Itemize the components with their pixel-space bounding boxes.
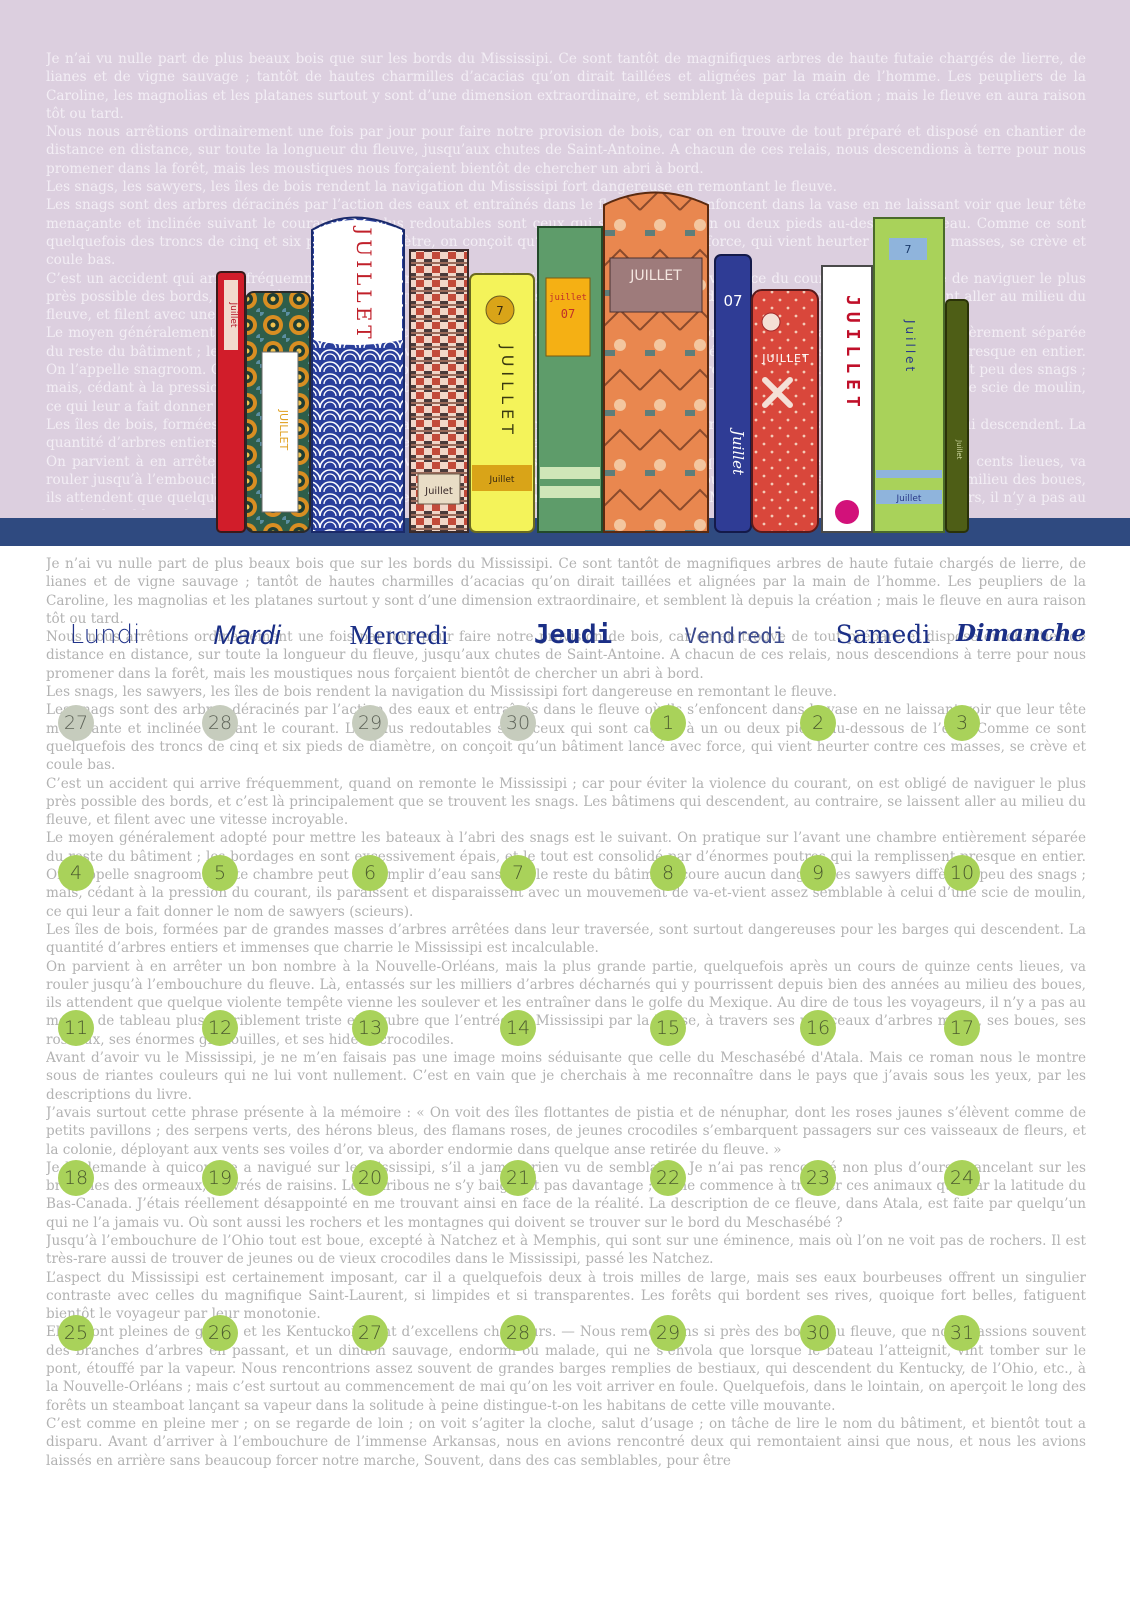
- book-orange-label: JUILLET: [629, 268, 682, 284]
- book-white: JUILLET: [821, 265, 873, 533]
- text-paragraph: Avant d’avoir vu le Mississipi, je ne m’…: [46, 1050, 1086, 1103]
- book-olive-title: Juillet: [955, 439, 963, 460]
- book-lime-num: 7: [905, 243, 912, 256]
- day-8[interactable]: 8: [650, 855, 686, 891]
- day-4[interactable]: 4: [58, 855, 94, 891]
- book-yellow: 7 JUILLET Juillet: [469, 273, 535, 533]
- text-paragraph: Les snags sont des arbres déracinés par …: [46, 197, 1086, 269]
- book-navy-title: Juillet: [729, 427, 747, 476]
- text-paragraph: Les îles de bois, formées par de grandes…: [46, 921, 1086, 957]
- day-26[interactable]: 26: [202, 1315, 238, 1351]
- book-yellow-number: 7: [496, 304, 504, 318]
- day-10[interactable]: 10: [944, 855, 980, 891]
- weekday-jeudi: Jeudi: [533, 620, 613, 650]
- text-paragraph: Les snags, les sawyers, les îles de bois…: [46, 684, 837, 701]
- book-checkered-title: Juillet: [424, 486, 453, 497]
- book-checkered: Juillet: [409, 249, 469, 533]
- book-lime-title: Juillet: [903, 319, 917, 374]
- weekday-dimanche: Dimanche: [955, 620, 1086, 647]
- text-paragraph: Les snags, les sawyers, les îles de bois…: [46, 179, 837, 196]
- day-31[interactable]: 31: [944, 1315, 980, 1351]
- day-5[interactable]: 5: [202, 855, 238, 891]
- day-19[interactable]: 19: [202, 1160, 238, 1196]
- book-african-print: JUILLET: [245, 291, 311, 533]
- day-previous-month[interactable]: 29: [352, 705, 388, 741]
- book-green: juillet 07: [537, 226, 603, 533]
- book-illustration: Juillet JUILLET JUILLET Juillet 7 JUILLE…: [216, 191, 969, 533]
- book-white-title: JUILLET: [842, 295, 863, 413]
- weekday-header: Lundi Mardi Mercredi Jeudi Vendredi Same…: [0, 620, 1130, 660]
- day-previous-month[interactable]: 30: [500, 705, 536, 741]
- book-red: Juillet: [216, 271, 246, 533]
- day-22[interactable]: 22: [650, 1160, 686, 1196]
- weekday-lundi: Lundi: [69, 620, 141, 650]
- book-navy-num: 07: [723, 292, 742, 310]
- book-yellow-foot: Juillet: [489, 475, 515, 485]
- book-navy: 07 Juillet: [714, 254, 752, 533]
- day-17[interactable]: 17: [944, 1010, 980, 1046]
- day-14[interactable]: 14: [500, 1010, 536, 1046]
- book-red-title: Juillet: [228, 302, 238, 328]
- text-paragraph: Je n’ai vu nulle part de plus beaux bois…: [46, 51, 1086, 122]
- day-7[interactable]: 7: [500, 855, 536, 891]
- book-orange-deco: JUILLET: [603, 191, 709, 533]
- day-12[interactable]: 12: [202, 1010, 238, 1046]
- day-28[interactable]: 28: [500, 1315, 536, 1351]
- day-previous-month[interactable]: 27: [58, 705, 94, 741]
- book-yellow-title: JUILLET: [498, 344, 517, 439]
- book-olive: Juillet: [945, 299, 969, 533]
- text-paragraph: C’est un accident qui arrive fréquemment…: [46, 775, 1086, 829]
- day-27[interactable]: 27: [352, 1315, 388, 1351]
- text-paragraph: L’aspect du Mississipi est certainement …: [46, 1269, 1086, 1323]
- day-11[interactable]: 11: [58, 1010, 94, 1046]
- day-6[interactable]: 6: [352, 855, 388, 891]
- weekday-mardi: Mardi: [213, 620, 281, 650]
- book-lime: 7 Juillet Juillet: [873, 217, 945, 533]
- day-16[interactable]: 16: [800, 1010, 836, 1046]
- text-paragraph: Nous nous arrêtions ordinairement une fo…: [46, 124, 1086, 177]
- book-blue-waves-title: JUILLET: [352, 225, 376, 342]
- day-previous-month[interactable]: 28: [202, 705, 238, 741]
- text-paragraph: Nous nous arrêtions ordinairement une fo…: [46, 629, 1086, 682]
- book-red-floral: JUILLET: [751, 289, 819, 533]
- day-9[interactable]: 9: [800, 855, 836, 891]
- book-green-label-top: juillet: [549, 293, 587, 303]
- weekday-samedi: Samedi: [835, 620, 931, 649]
- weekday-vendredi: Vendredi: [684, 624, 786, 648]
- day-18[interactable]: 18: [58, 1160, 94, 1196]
- day-29[interactable]: 29: [650, 1315, 686, 1351]
- day-30[interactable]: 30: [800, 1315, 836, 1351]
- day-2[interactable]: 2: [800, 705, 836, 741]
- text-paragraph: J’avais surtout cette phrase présente à …: [46, 1104, 1086, 1158]
- day-24[interactable]: 24: [944, 1160, 980, 1196]
- day-25[interactable]: 25: [58, 1315, 94, 1351]
- text-paragraph: Je n’ai vu nulle part de plus beaux bois…: [46, 556, 1086, 627]
- day-23[interactable]: 23: [800, 1160, 836, 1196]
- book-african-title: JUILLET: [277, 409, 290, 451]
- book-blue-waves: JUILLET: [311, 216, 405, 533]
- text-paragraph: C’est comme en pleine mer ; on se regard…: [46, 1415, 1086, 1469]
- day-1[interactable]: 1: [650, 705, 686, 741]
- book-green-label-num: 07: [561, 307, 575, 321]
- weekday-mercredi: Mercredi: [349, 620, 449, 650]
- day-3[interactable]: 3: [944, 705, 980, 741]
- day-20[interactable]: 20: [352, 1160, 388, 1196]
- book-lime-foot: Juillet: [896, 494, 922, 504]
- day-21[interactable]: 21: [500, 1160, 536, 1196]
- text-paragraph: Jusqu’à l’embouchure de l’Ohio tout est …: [46, 1232, 1086, 1268]
- book-red-floral-title: JUILLET: [761, 352, 809, 365]
- day-13[interactable]: 13: [352, 1010, 388, 1046]
- day-15[interactable]: 15: [650, 1010, 686, 1046]
